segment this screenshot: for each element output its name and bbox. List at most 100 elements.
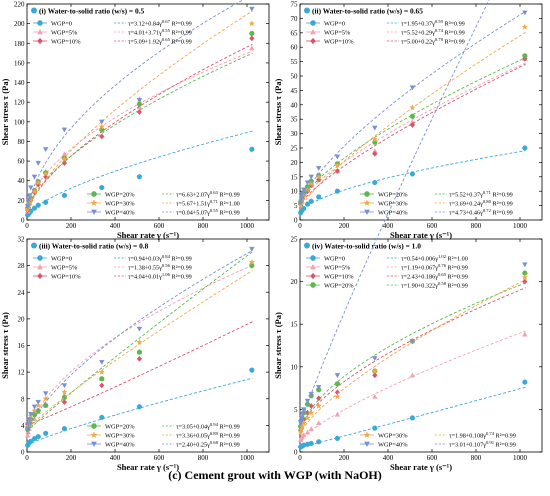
legend-equation-5: τ=4.73+0.46γ0.72 R²=0.99 bbox=[449, 208, 513, 216]
x-axis-label: Shear rate γ (s⁻¹) bbox=[117, 462, 179, 472]
legend-marker-5 bbox=[91, 441, 97, 448]
data-point-0 bbox=[308, 198, 314, 204]
x-tick-label: 1000 bbox=[240, 454, 255, 462]
data-point-2 bbox=[409, 122, 416, 128]
data-point-0 bbox=[409, 171, 416, 177]
legend-marker-4 bbox=[90, 431, 98, 438]
legend-equation-2: τ=4.04+0.01γ1.06 R²=0.99 bbox=[128, 272, 192, 280]
legend-marker-4 bbox=[90, 199, 98, 206]
data-point-0 bbox=[28, 438, 34, 444]
fit-curve-2 bbox=[299, 287, 526, 430]
equation-body-4: τ=1.98+0.108γ bbox=[449, 433, 486, 440]
equation-r2-4: R²=0.99 bbox=[491, 201, 513, 208]
equation-exponent-0: 0.59 bbox=[435, 19, 444, 24]
x-tick-label: 200 bbox=[339, 222, 350, 230]
equation-body-4: τ=3.36+0.05γ bbox=[176, 433, 210, 440]
y-tick-label: 4 bbox=[21, 422, 25, 430]
equation-exponent-1: 0.55 bbox=[162, 28, 171, 33]
y-tick-label: 50 bbox=[291, 73, 299, 81]
data-point-3 bbox=[249, 30, 255, 37]
plot-frame bbox=[299, 238, 543, 453]
equation-exponent-1: 0.76 bbox=[438, 263, 447, 268]
equation-body-1: τ=5.52+0.29γ bbox=[401, 30, 435, 37]
legend-label-4: WGP=30% bbox=[105, 201, 135, 208]
data-point-4 bbox=[35, 402, 42, 409]
data-point-5 bbox=[31, 174, 38, 180]
legend-label-1: WGP=5% bbox=[324, 265, 351, 272]
equation-exponent-0: 0.84 bbox=[162, 254, 171, 259]
legend-label-5: WGP=40% bbox=[378, 442, 408, 449]
legend-equation-1: τ=4.01+3.71γ0.55 R²=0.99 bbox=[128, 28, 192, 36]
legend-marker-2 bbox=[310, 37, 316, 45]
legend-equation-2: τ=5.00+0.22γ0.78 R²=0.99 bbox=[401, 37, 465, 45]
legend-marker-2 bbox=[37, 37, 43, 45]
data-point-4 bbox=[248, 20, 255, 27]
y-tick-label: 0 bbox=[21, 217, 25, 225]
y-tick-label: 20 bbox=[18, 197, 26, 205]
data-point-0 bbox=[35, 202, 41, 208]
title-bullet bbox=[304, 7, 310, 14]
data-point-2 bbox=[99, 382, 105, 389]
data-point-5 bbox=[409, 339, 416, 345]
data-point-0 bbox=[61, 426, 68, 432]
title-bullet bbox=[304, 242, 310, 249]
equation-exponent-3: 0.71 bbox=[483, 190, 492, 195]
legend-equation-5: τ=3.01+0.107γ0.91 R²=0.99 bbox=[449, 440, 516, 448]
equation-r2-4: R²=0.99 bbox=[494, 433, 516, 440]
equation-body-3: τ=5.52+0.37γ bbox=[449, 192, 483, 199]
x-tick-label: 400 bbox=[110, 222, 121, 230]
equation-r2-1: R²=0.99 bbox=[443, 30, 465, 37]
legend-equation-3: τ=6.63+2.07γ0.63 R²=0.99 bbox=[176, 190, 240, 198]
fit-curve-0 bbox=[26, 377, 253, 446]
equation-exponent-5: 0.72 bbox=[483, 208, 492, 213]
data-point-4 bbox=[98, 123, 105, 130]
y-tick-label: 25 bbox=[291, 236, 299, 244]
legend-marker-0 bbox=[37, 255, 43, 261]
x-tick-label: 800 bbox=[198, 222, 209, 230]
equation-exponent-2: 0.65 bbox=[438, 272, 447, 277]
fit-curve-3 bbox=[299, 282, 526, 434]
data-point-5 bbox=[299, 191, 305, 197]
x-tick-label: 400 bbox=[383, 454, 394, 462]
equation-body-0: τ=1.95+0.37γ bbox=[401, 21, 435, 28]
y-tick-label: 12 bbox=[18, 369, 26, 377]
data-point-4 bbox=[315, 402, 322, 409]
data-point-5 bbox=[26, 417, 32, 423]
y-tick-label: 5 bbox=[294, 202, 298, 210]
equation-body-1: τ=4.01+3.71γ bbox=[128, 30, 162, 37]
data-point-0 bbox=[31, 205, 38, 211]
y-tick-label: 32 bbox=[18, 236, 26, 244]
legend-label-3: WGP=20% bbox=[105, 192, 135, 199]
y-tick-label: 8 bbox=[21, 395, 25, 403]
data-point-5 bbox=[315, 385, 322, 391]
legend-label-2: WGP=10% bbox=[324, 39, 354, 46]
equation-exponent-5: 0.68 bbox=[210, 440, 219, 445]
data-point-0 bbox=[316, 194, 322, 200]
equation-exponent-1: 0.56 bbox=[162, 263, 171, 268]
y-tick-label: 20 bbox=[291, 159, 299, 167]
y-tick-label: 16 bbox=[18, 342, 26, 350]
data-point-0 bbox=[35, 434, 41, 440]
fit-curve-3 bbox=[299, 57, 526, 204]
equation-r2-3: R²=0.99 bbox=[446, 283, 468, 290]
data-point-5 bbox=[372, 356, 378, 362]
equation-exponent-4: 0.80 bbox=[483, 199, 492, 204]
x-tick-label: 800 bbox=[198, 454, 209, 462]
y-tick-label: 140 bbox=[14, 79, 25, 87]
equation-r2-4: R²=1.00 bbox=[218, 201, 240, 208]
data-point-2 bbox=[61, 399, 68, 406]
data-point-5 bbox=[249, 246, 255, 252]
data-point-5 bbox=[25, 421, 32, 427]
data-point-5 bbox=[522, 10, 528, 16]
data-point-5 bbox=[308, 174, 314, 180]
equation-exponent-3: 0.94 bbox=[210, 422, 219, 427]
data-point-4 bbox=[521, 274, 528, 281]
equation-r2-1: R²=0.99 bbox=[170, 30, 192, 37]
data-point-5 bbox=[249, 6, 255, 12]
data-point-5 bbox=[24, 204, 31, 210]
equation-body-0: τ=0.94+0.03γ bbox=[128, 256, 162, 263]
equation-body-0: τ=3.12+0.84γ bbox=[128, 21, 162, 28]
data-point-2 bbox=[35, 181, 41, 188]
data-point-0 bbox=[249, 367, 255, 373]
